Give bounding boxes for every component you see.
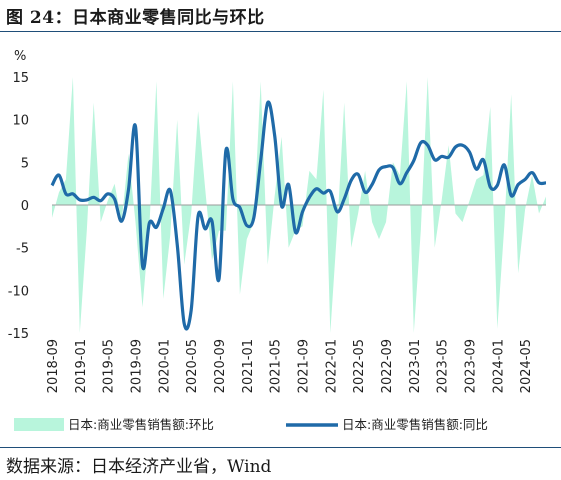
x-tick-label: 2021-09 (296, 339, 311, 393)
x-tick-label: 2023-09 (463, 339, 478, 393)
x-tick-label: 2020-05 (185, 339, 200, 393)
x-tick-label: 2019-05 (102, 339, 117, 393)
y-tick-label: 0 (21, 199, 29, 214)
x-tick-label: 2024-05 (519, 339, 534, 393)
x-tick-label: 2020-01 (157, 339, 172, 393)
y-tick-label: -5 (16, 242, 29, 257)
x-tick-label: 2023-01 (408, 339, 423, 393)
x-tick-label: 2019-09 (129, 339, 144, 393)
x-tick-label: 2021-01 (241, 339, 256, 393)
x-tick-label: 2023-05 (436, 339, 451, 393)
title-rule (0, 31, 561, 32)
y-axis-unit: % (14, 49, 26, 64)
x-tick-label: 2018-09 (46, 339, 61, 393)
x-tick-label: 2021-05 (269, 339, 284, 393)
legend-label-yoy: 日本:商业零售销售额:同比 (342, 417, 488, 432)
y-tick-label: 5 (21, 156, 29, 171)
y-tick-label: -10 (8, 284, 29, 299)
y-tick-label: 15 (12, 71, 29, 86)
figure-title: 图 24：日本商业零售同比与环比 (6, 8, 265, 28)
series-yoy-line (50, 100, 547, 331)
source-note: 数据来源：日本经济产业省，Wind (6, 457, 272, 477)
x-tick-label: 2022-09 (380, 339, 395, 393)
x-tick-label: 2022-01 (324, 339, 339, 393)
legend-swatch-mom (14, 418, 64, 431)
legend-label-mom: 日本:商业零售销售额:环比 (68, 417, 214, 432)
x-tick-label: 2024-01 (491, 339, 506, 393)
x-tick-label: 2020-09 (213, 339, 228, 393)
x-tick-label: 2019-01 (74, 339, 89, 393)
source-rule (0, 447, 561, 448)
y-tick-label: 10 (12, 114, 29, 129)
y-tick-label: -15 (8, 327, 29, 342)
chart: % 15 10 5 0 -5 -10 -15 2018-09 2019-01 2019-05 2019… (8, 49, 547, 432)
x-tick-label: 2022-05 (352, 339, 367, 393)
